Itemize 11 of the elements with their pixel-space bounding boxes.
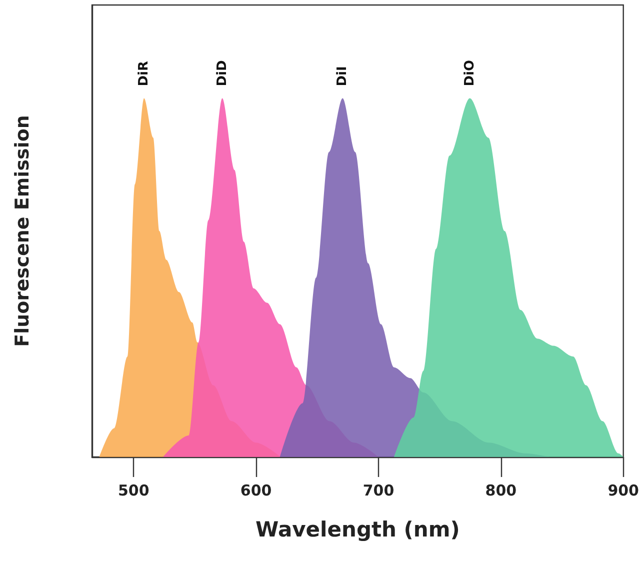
x-axis-title: Wavelength (nm) [256,518,460,542]
text: DiR [136,61,152,86]
x-tick-label: 700 [362,482,394,500]
x-tick-label: 500 [118,482,150,500]
x-tick-label: 600 [240,482,272,500]
text: DiO [462,60,478,86]
text: DiD [214,60,230,86]
y-axis-title: Fluorescene Emission [12,115,34,347]
text: DiI [335,66,350,86]
x-tick-label: 900 [608,482,639,500]
x-tick-label: 800 [485,482,517,500]
